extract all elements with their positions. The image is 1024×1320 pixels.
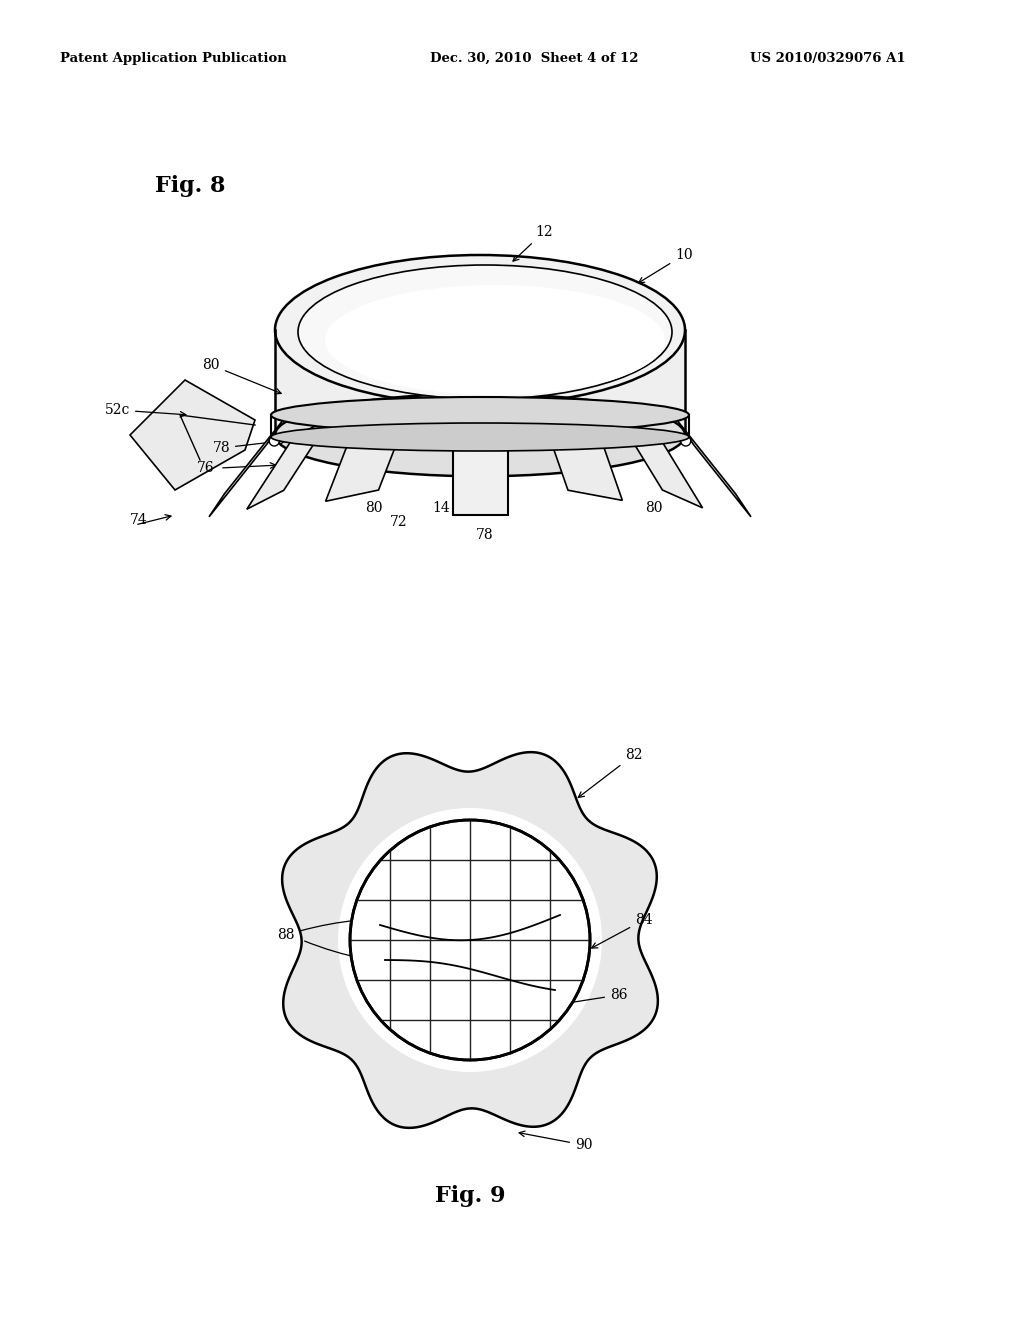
Text: 80: 80 [365, 502, 383, 515]
Bar [453, 436, 508, 515]
Circle shape [681, 436, 691, 446]
Circle shape [338, 808, 602, 1072]
Polygon shape [247, 418, 331, 510]
Circle shape [269, 436, 280, 446]
Polygon shape [209, 421, 282, 517]
Text: 72: 72 [390, 515, 408, 529]
Text: 74: 74 [130, 513, 147, 527]
Text: 76: 76 [198, 461, 215, 475]
Polygon shape [275, 330, 685, 436]
Ellipse shape [298, 265, 672, 399]
Text: 88: 88 [278, 916, 416, 942]
Text: 90: 90 [519, 1131, 593, 1152]
Text: Fig. 8: Fig. 8 [155, 176, 225, 197]
Ellipse shape [275, 393, 685, 477]
Circle shape [633, 430, 643, 440]
Text: 12: 12 [513, 224, 553, 261]
Text: 14: 14 [432, 471, 482, 515]
Text: Fig. 9: Fig. 9 [435, 1185, 505, 1206]
Ellipse shape [271, 422, 689, 451]
Polygon shape [618, 417, 702, 508]
Text: Dec. 30, 2010  Sheet 4 of 12: Dec. 30, 2010 Sheet 4 of 12 [430, 51, 639, 65]
Text: 10: 10 [639, 248, 692, 282]
Circle shape [307, 430, 317, 441]
Text: 78: 78 [476, 528, 494, 543]
Polygon shape [130, 380, 255, 490]
Text: 78: 78 [212, 438, 286, 455]
Text: 52c: 52c [104, 403, 185, 417]
Text: 84: 84 [592, 913, 652, 948]
Ellipse shape [271, 397, 689, 433]
Text: 86: 86 [559, 987, 628, 1006]
Text: Patent Application Publication: Patent Application Publication [60, 51, 287, 65]
Circle shape [375, 426, 385, 437]
Circle shape [350, 820, 590, 1060]
Polygon shape [326, 417, 407, 502]
Text: 80: 80 [203, 358, 282, 393]
Text: US 2010/0329076 A1: US 2010/0329076 A1 [750, 51, 905, 65]
Text: 82: 82 [579, 748, 642, 797]
Polygon shape [283, 752, 657, 1127]
Polygon shape [543, 418, 623, 500]
Text: 80: 80 [645, 502, 663, 515]
Polygon shape [678, 421, 751, 517]
Circle shape [565, 426, 575, 436]
Ellipse shape [275, 255, 685, 405]
Ellipse shape [325, 285, 665, 395]
